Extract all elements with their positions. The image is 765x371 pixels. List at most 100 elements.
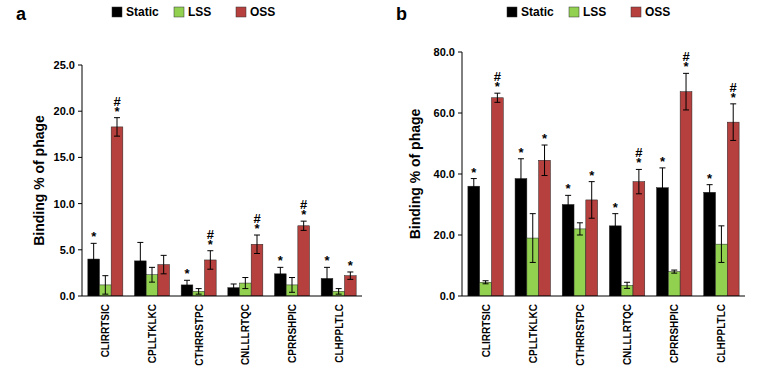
error-cap: [149, 282, 155, 283]
error-cap: [518, 198, 524, 199]
error-line: [733, 104, 734, 141]
error-bar: [707, 185, 713, 200]
annotation: *: [566, 181, 572, 196]
error-bar: [612, 214, 618, 238]
bar: [480, 282, 492, 296]
error-line: [686, 73, 687, 110]
error-cap: [494, 102, 500, 103]
error-line: [210, 251, 211, 269]
x-tick-label: CLHPPLTLC: [716, 304, 727, 363]
annotation: *: [613, 200, 619, 215]
annotation: *: [707, 171, 713, 186]
y-tick: [78, 296, 82, 297]
error-line: [245, 278, 246, 289]
legend-label: LSS: [188, 5, 211, 19]
y-tick: [78, 249, 82, 250]
bar: [704, 192, 716, 296]
bar: [111, 127, 123, 296]
panel-title: a: [16, 4, 27, 24]
panel: aBinding % of phageStaticLSSOSS0.05.010.…: [16, 4, 362, 366]
error-bar: [483, 281, 489, 284]
y-tick-label: 15.0: [54, 151, 75, 163]
error-cap: [530, 262, 536, 263]
error-cap: [336, 294, 342, 295]
annotation-char: *: [707, 171, 713, 186]
panel-title: b: [396, 4, 407, 24]
error-bar: [277, 267, 283, 280]
error-cap: [149, 267, 155, 268]
annotations: *#******#**#**#*: [471, 49, 737, 214]
bar: [727, 122, 739, 296]
error-cap: [231, 291, 237, 292]
error-bar: [347, 272, 353, 279]
error-cap: [196, 294, 202, 295]
annotation: *: [589, 168, 595, 183]
error-cap: [137, 242, 143, 243]
error-bar: [207, 251, 213, 269]
error-cap: [577, 235, 583, 236]
legend-label: OSS: [250, 5, 275, 19]
error-cap: [718, 262, 724, 263]
error-cap: [277, 280, 283, 281]
annotation: #*: [300, 197, 308, 222]
annotation: #*: [730, 80, 738, 105]
error-bar: [102, 276, 108, 294]
error-cap: [589, 218, 595, 219]
error-cap: [636, 193, 642, 194]
error-cap: [161, 273, 167, 274]
y-tick-label: 10.0: [54, 198, 75, 210]
error-cap: [483, 280, 489, 281]
error-cap: [242, 288, 248, 289]
error-cap: [289, 277, 295, 278]
x-tick-label: CLHPPLTLC: [334, 304, 345, 363]
annotation-char: *: [636, 155, 642, 170]
y-tick-label: 20.0: [54, 105, 75, 117]
error-line: [627, 282, 628, 288]
error-cap: [336, 288, 342, 289]
error-cap: [207, 269, 213, 270]
y-tick: [458, 52, 462, 53]
y-axis: [462, 52, 463, 296]
error-line: [280, 267, 281, 280]
error-line: [187, 280, 188, 289]
legend-label: Static: [126, 5, 159, 19]
bar: [680, 92, 692, 296]
bar: [574, 229, 586, 296]
error-line: [233, 284, 234, 291]
error-cap: [347, 279, 353, 280]
error-cap: [659, 207, 665, 208]
y-tick-label: 5.0: [60, 244, 75, 256]
annotation-char: *: [471, 165, 477, 180]
error-bar: [91, 243, 97, 274]
error-line: [497, 93, 498, 102]
error-bar: [301, 221, 307, 230]
annotation: *: [542, 131, 548, 146]
error-line: [292, 278, 293, 293]
annotation-char: *: [114, 104, 120, 119]
error-bar: [730, 104, 736, 141]
y-tick-label: 0.0: [440, 290, 455, 302]
x-tick-label: CLIRRTSIC: [100, 304, 111, 357]
error-bar: [671, 270, 677, 273]
error-line: [93, 243, 94, 274]
annotation: #*: [253, 211, 261, 236]
error-cap: [730, 140, 736, 141]
legend-label: Static: [521, 5, 554, 19]
bar: [668, 272, 680, 296]
error-bar: [565, 195, 571, 213]
annotation-char: *: [684, 59, 690, 74]
bar: [468, 186, 480, 296]
error-line: [198, 289, 199, 295]
legend-swatch: [507, 7, 517, 17]
error-bar: [659, 168, 665, 208]
error-line: [105, 276, 106, 294]
chart: aBinding % of phageStaticLSSOSS0.05.010.…: [0, 0, 765, 371]
x-axis: [82, 296, 362, 297]
y-tick: [458, 113, 462, 114]
bar: [491, 98, 503, 296]
annotation-char: *: [278, 253, 284, 268]
error-line: [140, 242, 141, 279]
error-line: [163, 255, 164, 273]
error-bar: [471, 179, 477, 194]
annotation-char: *: [589, 168, 595, 183]
